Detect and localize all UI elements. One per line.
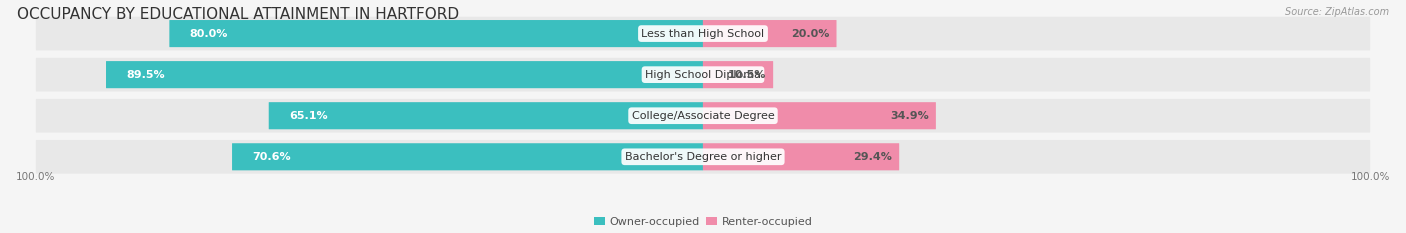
- FancyBboxPatch shape: [35, 99, 1371, 133]
- FancyBboxPatch shape: [35, 58, 1371, 92]
- Text: 29.4%: 29.4%: [853, 152, 893, 162]
- Text: Source: ZipAtlas.com: Source: ZipAtlas.com: [1285, 7, 1389, 17]
- FancyBboxPatch shape: [35, 17, 1371, 50]
- FancyBboxPatch shape: [169, 20, 703, 47]
- FancyBboxPatch shape: [703, 102, 936, 129]
- FancyBboxPatch shape: [703, 61, 773, 88]
- Text: 100.0%: 100.0%: [1351, 172, 1391, 182]
- FancyBboxPatch shape: [269, 102, 703, 129]
- Text: 65.1%: 65.1%: [288, 111, 328, 121]
- Text: 34.9%: 34.9%: [890, 111, 929, 121]
- FancyBboxPatch shape: [703, 143, 900, 170]
- FancyBboxPatch shape: [232, 143, 703, 170]
- FancyBboxPatch shape: [105, 61, 703, 88]
- Text: College/Associate Degree: College/Associate Degree: [631, 111, 775, 121]
- Text: 100.0%: 100.0%: [15, 172, 55, 182]
- Text: Bachelor's Degree or higher: Bachelor's Degree or higher: [624, 152, 782, 162]
- FancyBboxPatch shape: [35, 140, 1371, 174]
- Text: 80.0%: 80.0%: [190, 29, 228, 39]
- Text: 20.0%: 20.0%: [792, 29, 830, 39]
- Text: High School Diploma: High School Diploma: [645, 70, 761, 80]
- Text: 89.5%: 89.5%: [127, 70, 165, 80]
- Text: 10.5%: 10.5%: [728, 70, 766, 80]
- Text: Less than High School: Less than High School: [641, 29, 765, 39]
- Text: OCCUPANCY BY EDUCATIONAL ATTAINMENT IN HARTFORD: OCCUPANCY BY EDUCATIONAL ATTAINMENT IN H…: [17, 7, 458, 22]
- Legend: Owner-occupied, Renter-occupied: Owner-occupied, Renter-occupied: [589, 212, 817, 231]
- FancyBboxPatch shape: [703, 20, 837, 47]
- Text: 70.6%: 70.6%: [252, 152, 291, 162]
